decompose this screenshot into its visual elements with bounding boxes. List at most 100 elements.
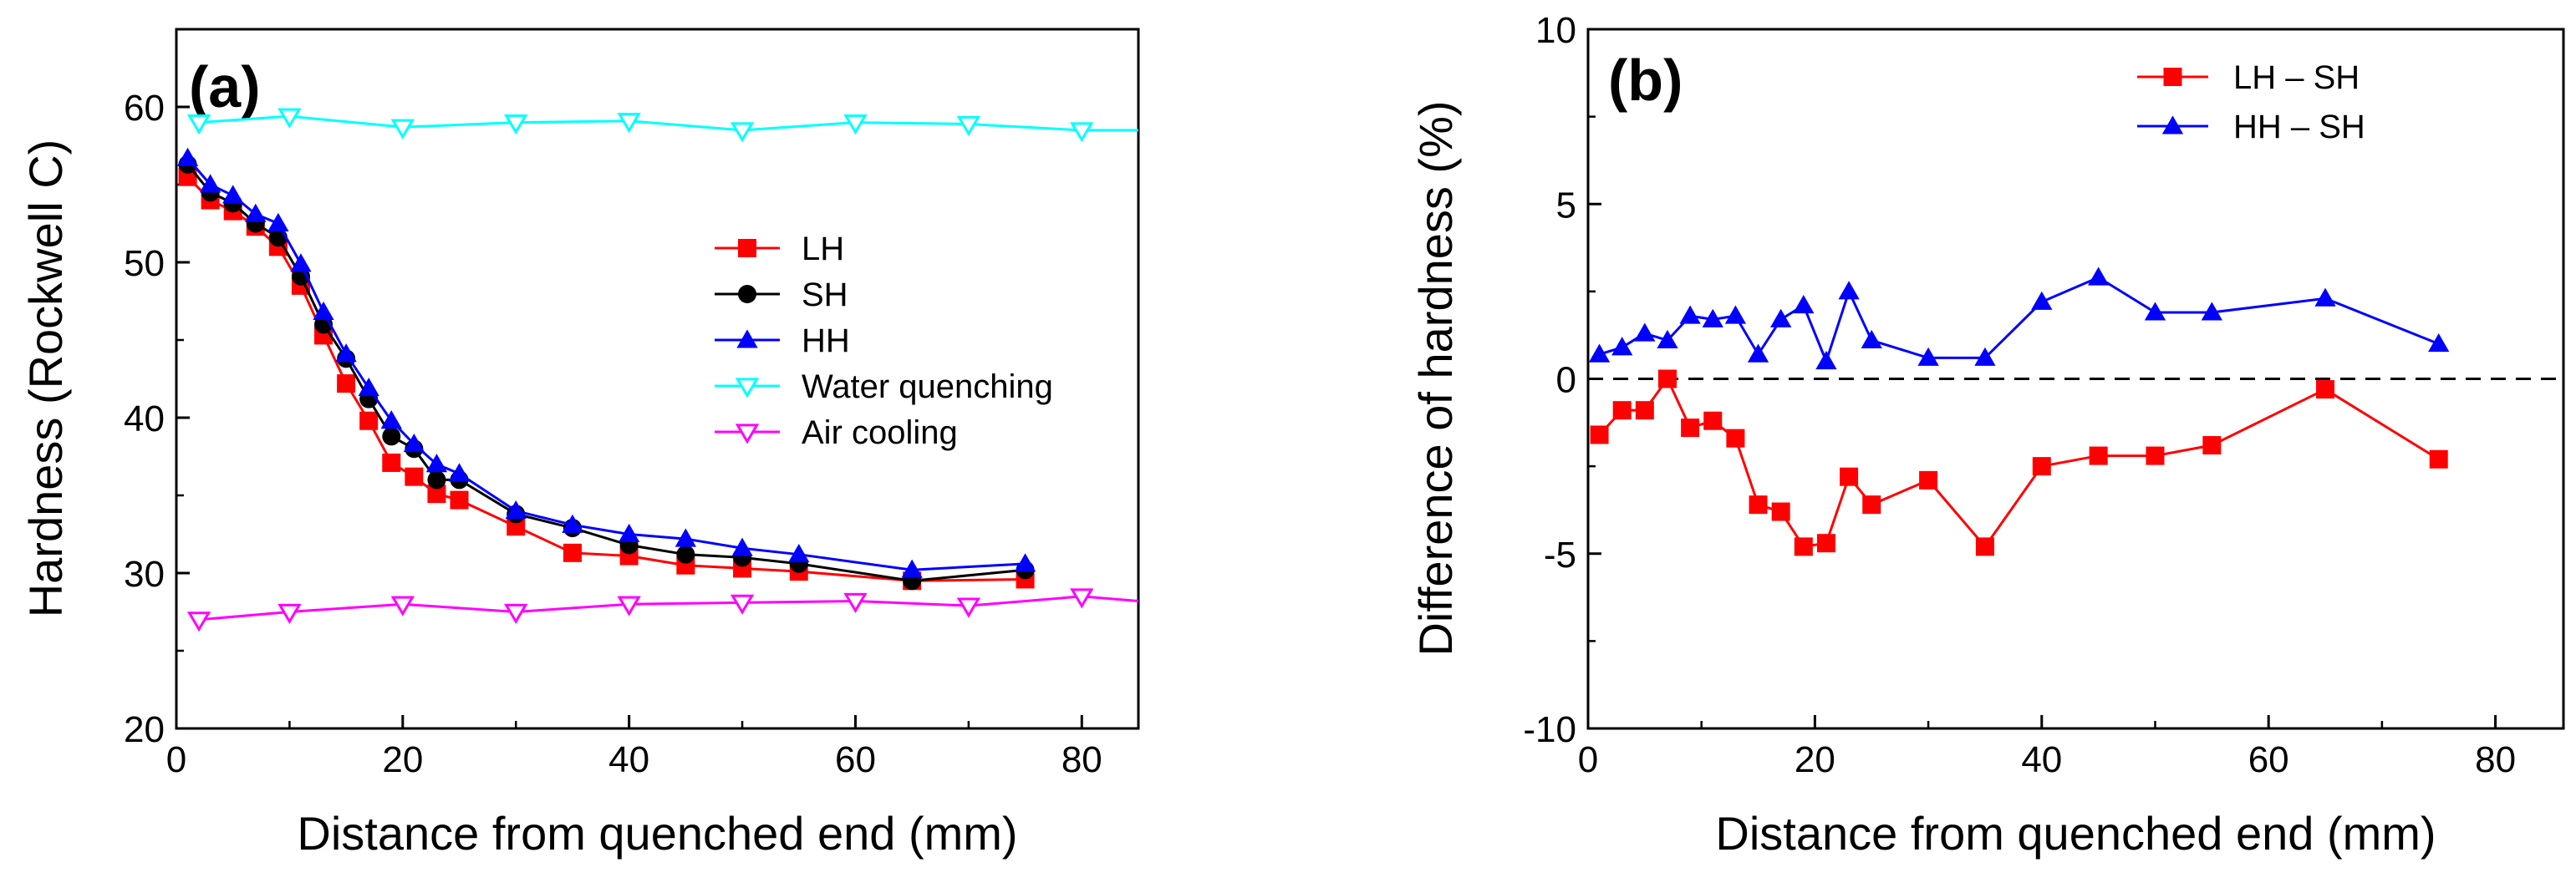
a-point-lh: [563, 543, 582, 562]
b-point-lh-sh: [2316, 380, 2335, 399]
b-point-hh-sh: [1917, 347, 1939, 366]
a-point-hh: [1014, 553, 1036, 572]
a-point-water-quenching: [1070, 122, 1094, 143]
b-x-tick-label: 20: [1795, 739, 1835, 780]
b-point-hh-sh: [1588, 343, 1611, 363]
b-point-hh-sh: [1770, 308, 1792, 327]
a-point-sh: [382, 427, 401, 446]
b-point-hh-sh: [1793, 294, 1815, 314]
b-point-lh-sh: [1681, 419, 1700, 438]
a-point-hh: [313, 301, 334, 321]
b-point-hh-sh: [1611, 337, 1633, 356]
b-series-line-lh-sh: [1598, 376, 2440, 549]
a-point-air-cooling: [956, 597, 981, 618]
b-point-hh-sh: [2428, 333, 2450, 353]
b-point-lh-sh: [1726, 429, 1745, 448]
a-x-tick-label: 80: [1061, 739, 1102, 780]
a-point-water-quenching: [843, 114, 868, 135]
b-point-lh-sh: [1749, 495, 1768, 515]
a-point-air-cooling: [843, 592, 868, 613]
a-point-hh: [562, 514, 583, 533]
a-point-lh: [427, 485, 446, 504]
a-x-tick-label: 0: [166, 739, 186, 780]
a-x-tick-label: 40: [608, 739, 649, 780]
a-point-air-cooling: [1070, 588, 1094, 609]
b-point-hh-sh: [2087, 266, 2110, 286]
b-y-tick-label: -10: [1523, 709, 1576, 750]
b-point-lh-sh: [1794, 537, 1813, 556]
a-point-hh: [199, 174, 221, 193]
b-point-hh-sh: [2314, 287, 2336, 307]
b-series-line-hh-sh: [1599, 276, 2440, 365]
b-panel-label: (b): [1608, 48, 1683, 113]
b-point-hh-sh: [1657, 329, 1678, 348]
a-point-hh: [505, 500, 527, 520]
b-plot-area: [1588, 266, 2450, 556]
a-point-air-cooling: [390, 596, 415, 617]
a-point-lh: [405, 467, 424, 486]
b-point-hh-sh: [1747, 343, 1769, 363]
a-point-hh: [358, 378, 379, 397]
b-point-hh-sh: [1679, 305, 1701, 324]
a-point-hh: [675, 528, 697, 547]
b-point-lh-sh: [2146, 446, 2165, 465]
b-x-axis-title: Distance from quenched end (mm): [1715, 807, 2436, 860]
a-y-axis-title: Hardness (Rockwell C): [19, 140, 72, 618]
a-y-tick-label: 60: [124, 88, 165, 129]
a-y-tick-label: 50: [124, 243, 165, 284]
b-legend-label-hh-sh: HH – SH: [2233, 109, 2365, 145]
b-y-tick-label: -5: [1544, 535, 1576, 576]
a-point-hh: [425, 454, 448, 473]
a-point-air-cooling: [186, 611, 211, 632]
b-point-lh-sh: [2089, 446, 2108, 465]
b-point-lh-sh: [1703, 411, 1723, 430]
a-point-hh: [618, 523, 640, 542]
b-y-axis-title: Difference of hardness (%): [1409, 100, 1462, 656]
a-point-hh: [403, 433, 425, 453]
a-y-tick-label: 20: [124, 709, 165, 750]
a-y-tick-label: 40: [124, 398, 165, 439]
a-point-lh: [450, 490, 469, 510]
a-point-air-cooling: [730, 594, 755, 615]
b-y-tick-label: 5: [1556, 185, 1576, 226]
panel-b: -10 -5 0 5 10 0 20 40 60 80 Distance from quenched…: [1409, 10, 2565, 860]
b-point-hh-sh: [1724, 305, 1747, 324]
a-point-hh: [290, 253, 312, 272]
b-x-tick-label: 60: [2248, 739, 2289, 780]
a-point-water-quenching: [617, 113, 641, 134]
a-series-line-water-quenching: [198, 114, 1138, 132]
b-point-hh-sh: [1815, 350, 1837, 370]
b-point-lh-sh: [1862, 495, 1881, 515]
a-plot-frame: [175, 28, 1140, 730]
a-point-air-cooling: [504, 603, 528, 625]
a-legend-label-lh: LH: [802, 231, 844, 267]
b-x-tick-label: 80: [2475, 739, 2516, 780]
a-point-hh: [901, 559, 923, 578]
a-legend-marker-water-quenching: [735, 378, 760, 398]
b-y-tick-label: 0: [1556, 360, 1576, 401]
a-point-hh: [176, 147, 199, 166]
a-legend-marker-hh: [736, 329, 758, 348]
b-point-hh-sh: [1634, 322, 1656, 342]
b-legend-marker-lh-sh: [2163, 68, 2182, 86]
a-legend-marker-sh: [738, 285, 756, 303]
a-point-air-cooling: [617, 596, 641, 617]
a-point-lh: [382, 453, 401, 472]
a-y-tick-label: 30: [124, 554, 165, 595]
a-point-hh: [267, 212, 289, 231]
a-plot-area: [176, 108, 1138, 632]
b-point-lh-sh: [2202, 436, 2222, 455]
a-point-air-cooling: [277, 603, 302, 625]
a-point-water-quenching: [186, 114, 211, 135]
a-panel-label: (a): [189, 54, 261, 119]
a-point-water-quenching: [390, 119, 415, 140]
b-point-lh-sh: [2429, 449, 2448, 469]
b-point-hh-sh: [1838, 281, 1860, 300]
a-series-line-air-cooling: [198, 595, 1138, 622]
b-point-lh-sh: [2032, 457, 2051, 476]
a-x-axis-title: Distance from quenched end (mm): [297, 807, 1017, 860]
a-point-hh: [222, 185, 244, 204]
a-point-hh: [731, 537, 753, 556]
